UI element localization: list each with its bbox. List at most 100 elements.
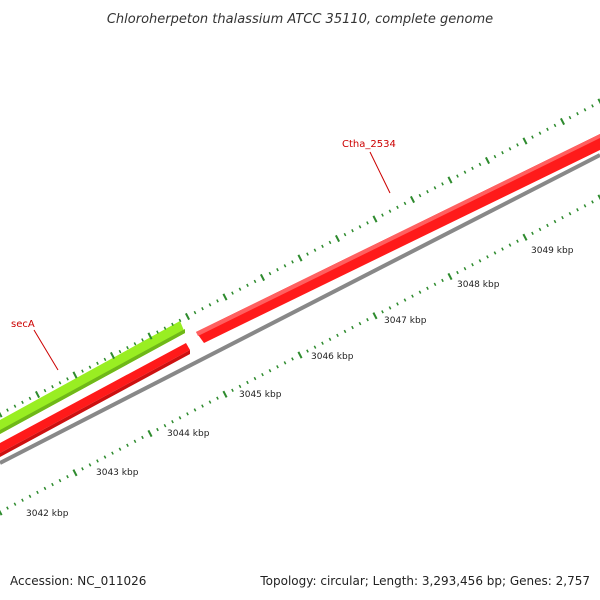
outer-tick <box>351 229 354 233</box>
inner-tick <box>51 482 54 487</box>
inner-tick <box>538 227 542 232</box>
outer-tick <box>283 264 287 268</box>
outer-tick <box>388 209 392 213</box>
inner-tick <box>28 494 32 498</box>
outer-tick <box>156 330 159 334</box>
inner-tick <box>118 447 122 451</box>
inner-tick <box>81 467 84 471</box>
inner-tick <box>13 502 17 506</box>
inner-tick <box>238 384 242 389</box>
inner-tick <box>261 372 264 377</box>
outer-tick <box>597 98 600 105</box>
outer-tick <box>576 112 579 116</box>
outer-tick <box>591 104 594 108</box>
kbp-label-3048: 3048 kbp <box>457 280 500 290</box>
kbp-label-3049: 3049 kbp <box>531 246 574 256</box>
inner-tick <box>126 443 129 447</box>
outer-tick <box>184 312 191 321</box>
outer-tick <box>109 351 116 360</box>
outer-tick <box>259 273 266 282</box>
outer-tick-row <box>0 98 600 418</box>
outer-tick <box>34 390 41 399</box>
inner-tick <box>486 255 489 259</box>
gene-bar-ctha-2534-highlight <box>196 134 600 336</box>
inner-tick <box>328 337 332 341</box>
inner-tick <box>36 490 39 495</box>
inner-tick <box>336 333 339 338</box>
inner-tick <box>43 486 47 491</box>
inner-tick <box>471 263 474 267</box>
inner-tick <box>576 208 579 212</box>
outer-tick <box>13 404 17 408</box>
inner-tick <box>396 302 399 306</box>
inner-tick <box>561 215 564 220</box>
inner-tick <box>358 321 362 326</box>
inner-tick <box>372 312 378 320</box>
outer-tick <box>291 260 294 264</box>
outer-tick <box>222 293 228 301</box>
inner-tick <box>72 469 78 477</box>
inner-tick <box>313 345 317 349</box>
inner-tick <box>463 266 467 271</box>
outer-tick <box>321 244 324 248</box>
inner-tick <box>66 474 69 479</box>
outer-tick <box>516 143 519 147</box>
outer-tick <box>372 215 378 223</box>
inner-tick <box>418 290 422 294</box>
inner-tick <box>388 306 392 310</box>
outer-tick <box>501 151 504 155</box>
inner-tick <box>351 325 354 330</box>
inner-tick <box>186 412 189 416</box>
outer-tick <box>66 377 69 381</box>
outer-tick <box>126 346 129 350</box>
inner-tick <box>6 506 9 510</box>
outer-tick <box>463 170 467 174</box>
inner-tick <box>516 239 519 243</box>
inner-tick <box>208 400 212 404</box>
outer-tick <box>396 205 399 209</box>
inner-tick <box>403 298 407 302</box>
outer-tick <box>21 400 24 404</box>
outer-tick <box>118 349 122 354</box>
outer-tick <box>538 131 542 135</box>
outer-tick <box>418 193 422 198</box>
outer-tick <box>72 371 78 379</box>
outer-tick <box>441 182 444 186</box>
outer-tick <box>28 396 32 401</box>
outer-tick <box>0 411 3 418</box>
inner-tick <box>222 390 228 398</box>
outer-tick <box>88 365 92 369</box>
inner-tick <box>163 423 167 428</box>
inner-tick <box>58 478 62 483</box>
outer-tick <box>276 268 279 272</box>
outer-tick <box>366 221 369 225</box>
inner-tick <box>508 243 512 247</box>
outer-tick <box>58 381 62 385</box>
inner-tick <box>441 278 444 283</box>
inner-tick <box>546 223 549 228</box>
inner-tick <box>111 451 114 455</box>
inner-tick <box>268 369 272 373</box>
inner-tick <box>147 429 153 438</box>
inner-tick <box>156 427 159 432</box>
inner-tick <box>531 231 534 236</box>
kbp-label-3043: 3043 kbp <box>96 468 139 478</box>
outer-tick <box>133 342 137 346</box>
outer-tick <box>328 240 332 245</box>
inner-tick <box>456 270 459 275</box>
outer-tick <box>201 307 204 311</box>
outer-tick <box>447 176 453 184</box>
outer-tick <box>297 254 303 262</box>
inner-tick <box>141 435 144 440</box>
inner-tick <box>493 251 497 255</box>
outer-tick <box>493 154 497 159</box>
inner-tick <box>568 212 572 216</box>
outer-tick <box>409 195 416 204</box>
inner-tick <box>366 317 369 322</box>
inner-tick <box>433 282 437 287</box>
inner-tick <box>193 408 197 412</box>
label-line-ctha-2534 <box>369 151 391 194</box>
outer-tick <box>553 123 557 128</box>
outer-tick <box>334 234 341 243</box>
outer-tick <box>403 201 407 206</box>
